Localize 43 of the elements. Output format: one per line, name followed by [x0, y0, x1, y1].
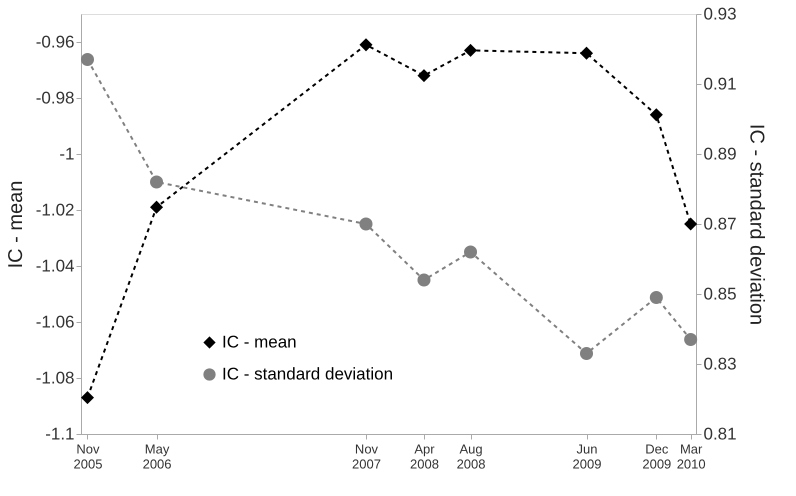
y2-tick-label: 0.91: [704, 74, 737, 94]
y-tick-label: -0.98: [36, 88, 74, 108]
point: [80, 52, 94, 66]
x-tick-label: Nov 2005: [74, 442, 102, 472]
x-tick-label: Nov 2007: [352, 442, 381, 472]
x-tick-label: May 2006: [142, 442, 172, 472]
x-tick-label: Jun 2009: [572, 442, 602, 472]
point: [150, 200, 164, 214]
y-tick-label: -1: [59, 144, 74, 164]
point: [580, 46, 594, 60]
x-tick-label: Aug 2008: [456, 442, 486, 472]
y-tick-label: -1.02: [36, 200, 74, 220]
y-axis-title: IC - mean: [4, 180, 27, 268]
y2-tick-label: 0.89: [704, 144, 737, 164]
y2-tick-label: 0.83: [704, 354, 737, 374]
point: [417, 273, 430, 287]
x-tick-label: Apr 2008: [410, 442, 439, 472]
y-tick-label: -1.1: [45, 424, 74, 444]
x-tick-label: Mar 2010: [676, 442, 706, 472]
point: [650, 108, 663, 122]
y2-tick-label: 0.87: [704, 214, 737, 234]
point: [359, 38, 373, 52]
x-tick-label: Dec 2009: [642, 442, 672, 472]
legend-label: IC - standard deviation: [222, 364, 394, 384]
point: [580, 346, 594, 360]
y-tick-label: -1.04: [36, 256, 74, 276]
point: [684, 332, 698, 346]
y-tick-label: -0.96: [36, 32, 74, 52]
y-tick-label: -1.06: [36, 312, 74, 332]
point: [464, 44, 478, 57]
y2-tick-label: 0.81: [704, 424, 737, 444]
y2-tick-label: 0.93: [704, 4, 737, 24]
legend-label: IC - mean: [222, 332, 297, 352]
y2-axis-title: IC - standard deviation: [746, 124, 768, 326]
point: [417, 69, 430, 82]
point: [80, 391, 94, 404]
point: [150, 175, 164, 189]
point: [359, 217, 373, 231]
y-tick-label: -1.08: [36, 368, 74, 388]
y2-tick-label: 0.85: [704, 284, 737, 304]
point: [684, 217, 698, 231]
point: [464, 245, 478, 259]
point: [650, 290, 663, 304]
